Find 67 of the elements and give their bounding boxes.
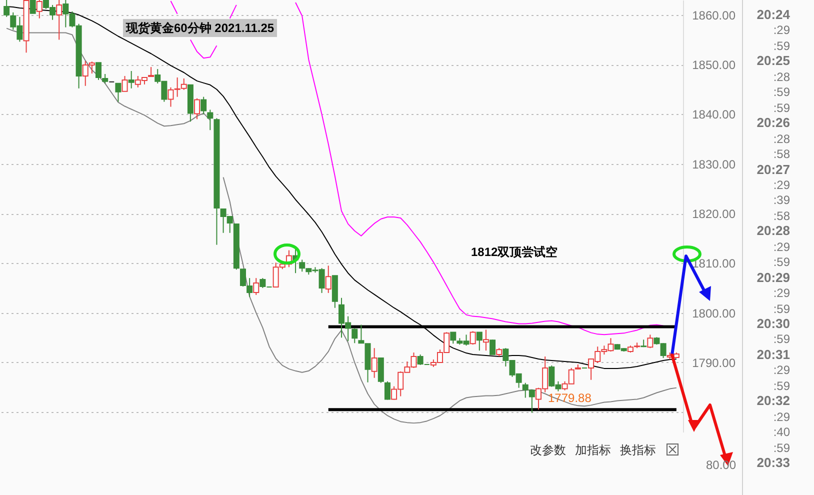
text: :40 [772,425,790,440]
candlestick [325,265,332,294]
text: :29 [772,410,790,424]
text: :59 [772,440,790,455]
text: :29 [772,240,790,254]
candlestick [30,0,36,14]
y-tick-label: 1820.00 [692,207,736,222]
candlestick [200,96,207,115]
text: 20:26 [756,115,790,130]
text: 20:24 [756,7,790,22]
candlestick [4,0,10,18]
candlestick [371,348,378,378]
text: :59 [772,332,790,346]
candlestick [207,109,214,131]
y-tick-label: 1840.00 [692,108,736,122]
candlestick [378,358,384,384]
text: :58 [773,208,790,223]
candlestick [102,73,108,84]
text: :59 [772,38,790,53]
candlestick [384,380,390,400]
text: :59 [773,302,790,316]
text: 20:25 [756,53,790,68]
candlestick [148,66,154,77]
text: 改参数 [530,443,566,457]
candlestick [647,334,654,349]
text: :29 [772,286,790,300]
text: :59 [773,100,790,115]
y-tick-label: 1850.00 [692,58,736,72]
y-tick-label: 1790.00 [692,356,736,370]
candlestick [470,330,476,346]
text: :29 [772,23,790,38]
text: :59 [772,378,790,393]
text: :59 [772,85,790,100]
candlestick [253,278,260,296]
text: 80.00 [704,458,736,472]
text: :29 [772,178,790,192]
text: 20:29 [756,270,790,285]
text: 20:30 [756,316,790,331]
text: :59 [773,255,790,270]
candlestick [352,328,358,344]
candlestick [194,98,200,120]
annotation: 1812双顶尝试空 [471,245,558,259]
candlestick [476,332,482,352]
text: :28 [773,70,790,84]
text: :39 [772,193,790,208]
candlestick [122,75,128,92]
text: 20:33 [756,455,790,470]
text: :29 [773,363,790,378]
text: 现货黄金60分钟 2021.11.25 [123,19,278,37]
text: 20:27 [756,162,790,176]
text: 换指标 [620,443,656,457]
y-tick-label: 1860.00 [692,8,736,22]
text: :58 [773,147,790,162]
text: :28 [772,132,790,146]
text: 20:31 [756,346,790,362]
candlestick [450,332,456,344]
y-tick-label: 1810.00 [692,256,736,271]
text: 20:32 [756,393,790,408]
candlestick [96,62,102,80]
text: 20:28 [756,223,790,238]
y-tick-label: 1830.00 [692,157,736,172]
y-tick-label: 1800.00 [692,306,736,320]
candlestick [128,70,134,89]
candlestick [115,82,122,102]
text: 加指标 [575,443,611,457]
candlestick [490,339,496,356]
candlestick [482,329,489,352]
